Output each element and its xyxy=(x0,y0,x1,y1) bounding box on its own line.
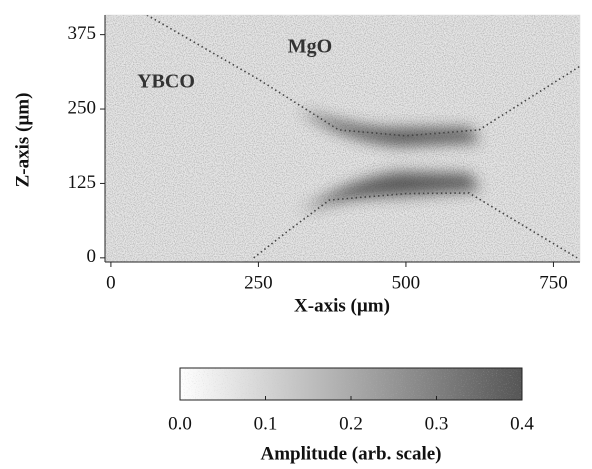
y-tick-label: 125 xyxy=(68,172,97,193)
colorbar-label: Amplitude (arb. scale) xyxy=(260,443,441,464)
annotation: MgO xyxy=(288,36,332,58)
colorbar-tick-label: 0.0 xyxy=(168,413,192,434)
x-tick-label: 250 xyxy=(244,272,273,293)
annotation: YBCO xyxy=(137,71,195,93)
x-tick-label: 500 xyxy=(392,272,421,293)
colorbar-tick-label: 0.3 xyxy=(425,413,449,434)
x-tick-label: 750 xyxy=(539,272,568,293)
boundary-line xyxy=(253,192,578,259)
x-axis-label: X-axis (µm) xyxy=(294,295,390,316)
y-tick-label: 0 xyxy=(87,246,97,267)
heatmap-image xyxy=(105,15,580,262)
colorbar-tick-label: 0.2 xyxy=(339,413,363,434)
x-tick-label: 0 xyxy=(106,272,116,293)
y-tick-label: 250 xyxy=(68,97,97,118)
boundary-line xyxy=(146,15,580,137)
colorbar-tick-label: 0.4 xyxy=(510,413,534,434)
y-tick-label: 375 xyxy=(68,23,97,44)
y-axis-label: Z-axis (µm) xyxy=(12,93,33,188)
colorbar-tick-label: 0.1 xyxy=(254,413,278,434)
colorbar-texture xyxy=(180,368,522,400)
